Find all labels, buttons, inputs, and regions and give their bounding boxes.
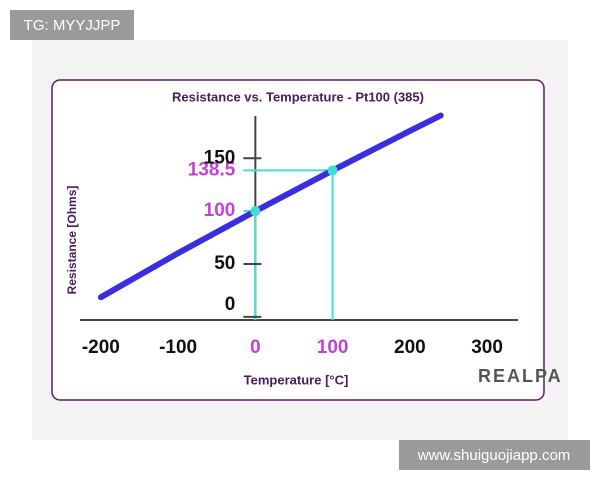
marker [250,206,261,217]
x-tick-label: 300 [471,337,503,358]
x-tick-label: 0 [250,337,261,358]
chart-title: Resistance vs. Temperature - Pt100 (385) [172,89,424,104]
y-tick-label: 150 [204,147,236,168]
x-axis-label: Temperature [°C] [244,372,349,387]
x-tick-label: 100 [317,337,349,358]
watermark: TG: MYYJJPP [24,17,121,34]
y-tick-label: 138.5 [188,159,236,180]
watermark-box [10,10,134,40]
card [51,79,545,401]
y-tick-label: 50 [214,253,235,274]
line [97,112,444,301]
marker [327,165,338,176]
watermark: www.shuiguojiapp.com [417,447,571,464]
x-tick-label: -200 [82,337,120,358]
x-tick-label: 200 [394,337,426,358]
y-tick-label: 100 [204,200,236,221]
x-tick-label: -100 [159,337,197,358]
y-tick-label: 0 [225,294,236,315]
y-axis-label: Resistance [Ohms] [65,186,79,295]
watermark-box [399,440,590,470]
logo: REALPA [478,366,563,386]
